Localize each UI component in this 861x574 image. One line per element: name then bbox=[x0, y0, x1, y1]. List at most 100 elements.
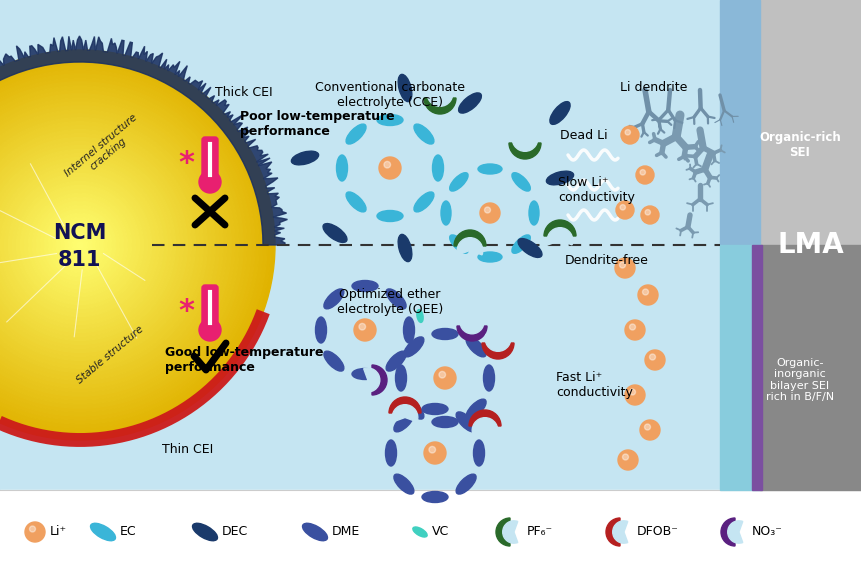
Ellipse shape bbox=[455, 474, 475, 494]
Ellipse shape bbox=[393, 412, 413, 432]
Ellipse shape bbox=[336, 155, 347, 181]
Ellipse shape bbox=[351, 369, 378, 379]
Circle shape bbox=[0, 70, 255, 420]
Circle shape bbox=[0, 110, 215, 381]
Ellipse shape bbox=[385, 440, 396, 466]
Circle shape bbox=[0, 146, 179, 344]
Circle shape bbox=[624, 385, 644, 405]
Ellipse shape bbox=[529, 201, 538, 225]
Text: Internel structure
cracking: Internel structure cracking bbox=[63, 113, 146, 188]
Ellipse shape bbox=[404, 399, 424, 419]
Circle shape bbox=[0, 58, 267, 432]
Text: DME: DME bbox=[331, 526, 360, 538]
Ellipse shape bbox=[393, 474, 413, 494]
Circle shape bbox=[424, 442, 445, 464]
Circle shape bbox=[0, 50, 275, 440]
Wedge shape bbox=[388, 397, 420, 413]
Circle shape bbox=[0, 82, 243, 408]
Circle shape bbox=[0, 165, 159, 324]
Ellipse shape bbox=[192, 523, 217, 541]
Ellipse shape bbox=[324, 289, 344, 309]
Circle shape bbox=[48, 213, 112, 277]
Circle shape bbox=[0, 90, 235, 400]
Text: NO₃⁻: NO₃⁻ bbox=[751, 526, 782, 538]
FancyBboxPatch shape bbox=[201, 137, 218, 181]
Circle shape bbox=[21, 185, 139, 305]
Ellipse shape bbox=[412, 527, 427, 537]
Circle shape bbox=[617, 450, 637, 470]
Text: 811: 811 bbox=[59, 250, 102, 270]
Bar bbox=[759, 0, 861, 245]
Wedge shape bbox=[720, 518, 734, 546]
Circle shape bbox=[620, 126, 638, 144]
Circle shape bbox=[40, 205, 120, 285]
Circle shape bbox=[0, 78, 247, 412]
Ellipse shape bbox=[324, 351, 344, 371]
Text: Conventional carbonate
electrolyte (CCE): Conventional carbonate electrolyte (CCE) bbox=[314, 81, 464, 109]
Circle shape bbox=[0, 74, 251, 416]
Text: PF₆⁻: PF₆⁻ bbox=[526, 526, 553, 538]
Circle shape bbox=[644, 350, 664, 370]
Circle shape bbox=[4, 169, 156, 321]
Circle shape bbox=[624, 320, 644, 340]
Ellipse shape bbox=[431, 417, 457, 428]
Ellipse shape bbox=[422, 491, 448, 502]
Ellipse shape bbox=[431, 328, 457, 339]
Ellipse shape bbox=[90, 523, 115, 541]
Ellipse shape bbox=[511, 235, 530, 253]
Ellipse shape bbox=[323, 224, 347, 242]
Ellipse shape bbox=[422, 404, 448, 414]
Ellipse shape bbox=[466, 399, 486, 419]
Circle shape bbox=[44, 209, 115, 281]
Circle shape bbox=[637, 285, 657, 305]
Ellipse shape bbox=[458, 93, 480, 113]
Text: Slow Li⁺
conductivity: Slow Li⁺ conductivity bbox=[557, 176, 635, 204]
Wedge shape bbox=[543, 220, 575, 236]
Circle shape bbox=[12, 177, 147, 313]
Circle shape bbox=[616, 201, 633, 219]
Wedge shape bbox=[485, 334, 511, 351]
Ellipse shape bbox=[478, 252, 501, 262]
Wedge shape bbox=[605, 518, 619, 546]
Circle shape bbox=[32, 197, 127, 293]
Ellipse shape bbox=[351, 281, 378, 292]
Bar bbox=[759, 245, 861, 490]
Text: Dendrite-free: Dendrite-free bbox=[564, 254, 648, 266]
Ellipse shape bbox=[404, 337, 424, 357]
Circle shape bbox=[0, 149, 176, 340]
Ellipse shape bbox=[483, 365, 494, 391]
FancyBboxPatch shape bbox=[201, 285, 218, 329]
Wedge shape bbox=[460, 317, 483, 334]
Wedge shape bbox=[456, 326, 486, 341]
Wedge shape bbox=[372, 365, 387, 395]
Circle shape bbox=[429, 447, 435, 453]
Circle shape bbox=[0, 130, 195, 360]
Text: Poor low-temperature
performance: Poor low-temperature performance bbox=[239, 110, 394, 138]
Circle shape bbox=[52, 217, 108, 273]
Ellipse shape bbox=[302, 523, 327, 541]
Circle shape bbox=[9, 173, 152, 317]
Wedge shape bbox=[363, 368, 380, 392]
Ellipse shape bbox=[546, 171, 573, 185]
Text: Li dendrite: Li dendrite bbox=[619, 80, 686, 94]
Circle shape bbox=[0, 122, 203, 369]
Wedge shape bbox=[454, 230, 486, 246]
Circle shape bbox=[0, 126, 199, 364]
Circle shape bbox=[36, 201, 124, 289]
Text: Li⁺: Li⁺ bbox=[50, 526, 67, 538]
Text: DFOB⁻: DFOB⁻ bbox=[636, 526, 678, 538]
Text: Thick CEI: Thick CEI bbox=[214, 86, 272, 99]
Circle shape bbox=[0, 106, 219, 384]
Ellipse shape bbox=[345, 192, 366, 212]
Circle shape bbox=[0, 142, 183, 348]
Circle shape bbox=[619, 204, 625, 210]
Circle shape bbox=[379, 157, 400, 179]
Bar bbox=[719, 0, 759, 245]
Circle shape bbox=[76, 241, 84, 249]
Text: *: * bbox=[177, 297, 194, 327]
Circle shape bbox=[0, 54, 270, 436]
Text: Thin CEI: Thin CEI bbox=[162, 444, 213, 456]
Circle shape bbox=[648, 354, 654, 360]
Ellipse shape bbox=[441, 201, 450, 225]
Text: NCM: NCM bbox=[53, 223, 107, 243]
